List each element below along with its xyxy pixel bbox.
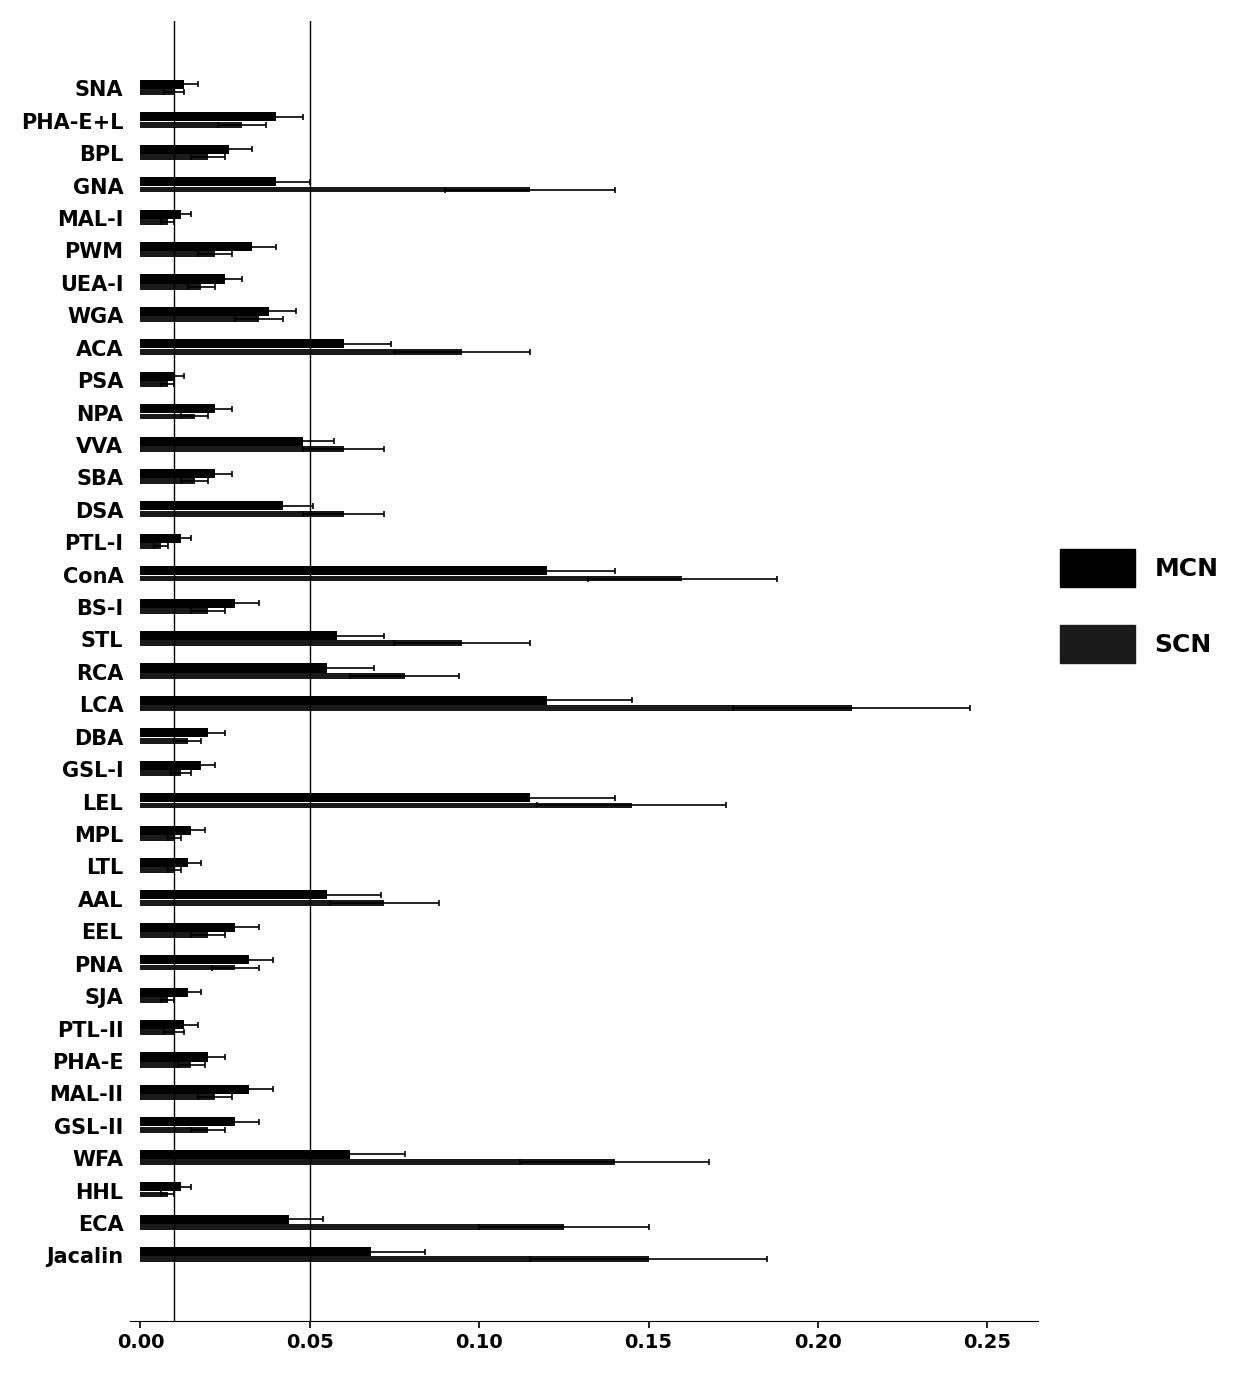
Bar xyxy=(140,478,195,485)
Bar xyxy=(140,1159,615,1166)
Bar xyxy=(140,1053,208,1061)
Bar xyxy=(140,599,236,608)
Bar xyxy=(140,1061,191,1068)
Bar xyxy=(140,122,242,128)
Bar xyxy=(140,210,181,218)
Bar xyxy=(140,868,175,873)
Bar xyxy=(140,242,252,251)
Bar xyxy=(140,1247,371,1256)
Bar xyxy=(140,794,529,802)
Bar xyxy=(140,1215,289,1223)
Bar xyxy=(140,858,188,868)
Bar xyxy=(140,923,236,932)
Bar xyxy=(140,382,167,387)
Bar xyxy=(140,349,463,354)
Bar xyxy=(140,446,343,452)
Bar xyxy=(140,187,529,192)
Bar xyxy=(140,932,208,938)
Bar xyxy=(140,770,181,776)
Bar xyxy=(140,891,326,899)
Bar xyxy=(140,1118,236,1126)
Bar xyxy=(140,511,343,516)
Bar xyxy=(140,1223,564,1230)
Bar xyxy=(140,80,185,89)
Bar xyxy=(140,339,343,349)
Bar xyxy=(140,275,226,284)
Bar xyxy=(140,284,201,290)
Bar xyxy=(140,987,188,997)
Bar xyxy=(140,1127,208,1133)
Bar xyxy=(140,566,547,575)
Bar xyxy=(140,413,195,419)
Bar xyxy=(140,470,215,478)
Bar xyxy=(140,113,277,121)
Bar xyxy=(140,1020,185,1030)
Bar xyxy=(140,728,208,737)
Bar xyxy=(140,404,215,413)
Legend: MCN, SCN: MCN, SCN xyxy=(1060,549,1219,663)
Bar xyxy=(140,673,404,678)
Bar xyxy=(140,501,283,511)
Bar xyxy=(140,154,208,161)
Bar xyxy=(140,956,249,964)
Bar xyxy=(140,1085,249,1094)
Bar xyxy=(140,761,201,770)
Bar xyxy=(140,372,175,380)
Bar xyxy=(140,1256,649,1262)
Bar xyxy=(140,534,181,542)
Bar xyxy=(140,251,215,257)
Bar xyxy=(140,640,463,647)
Bar xyxy=(140,632,337,640)
Bar xyxy=(140,144,228,154)
Bar xyxy=(140,220,167,225)
Bar xyxy=(140,737,188,744)
Bar xyxy=(140,803,631,809)
Bar xyxy=(140,575,682,581)
Bar xyxy=(140,825,191,835)
Bar xyxy=(140,997,167,1002)
Bar xyxy=(140,308,269,316)
Bar xyxy=(140,1149,351,1159)
Bar xyxy=(140,1030,175,1035)
Bar xyxy=(140,1192,167,1197)
Bar xyxy=(140,1182,181,1192)
Bar xyxy=(140,437,303,446)
Bar xyxy=(140,177,277,187)
Bar xyxy=(140,1094,215,1100)
Bar xyxy=(140,965,236,971)
Bar xyxy=(140,608,208,614)
Bar xyxy=(140,835,175,840)
Bar xyxy=(140,663,326,673)
Bar xyxy=(140,899,384,906)
Bar xyxy=(140,89,175,95)
Bar xyxy=(140,316,259,323)
Bar xyxy=(140,696,547,704)
Bar xyxy=(140,544,161,549)
Bar xyxy=(140,706,852,711)
